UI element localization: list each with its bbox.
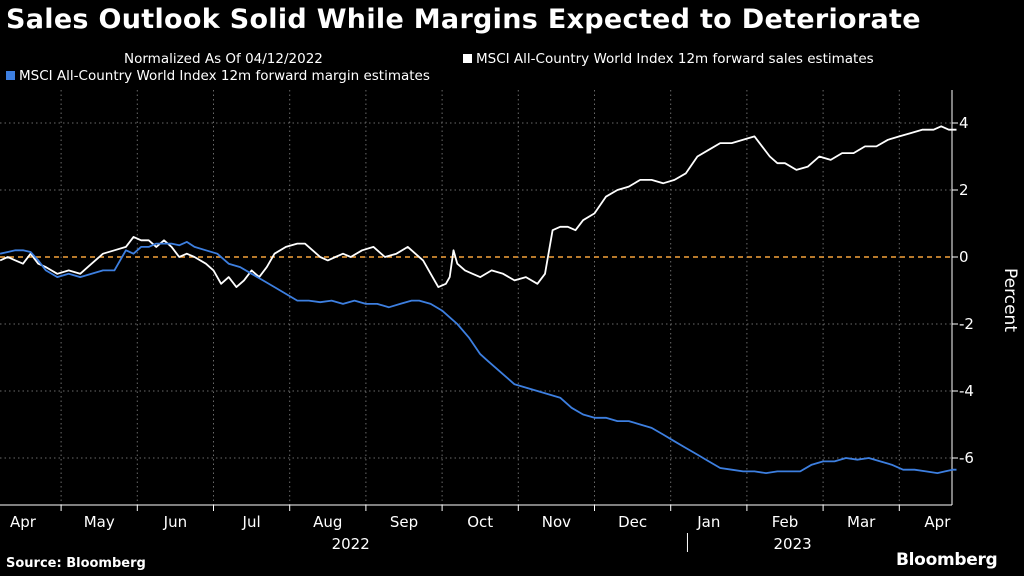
y-axis-title: Percent [1000, 268, 1020, 332]
y-tick-label: -2 [959, 315, 974, 333]
x-tick-label: Dec [618, 513, 647, 531]
legend-sales-label: MSCI All-Country World Index 12m forward… [476, 51, 874, 67]
y-tick-label: 0 [959, 248, 969, 266]
y-tick-label: 4 [959, 114, 969, 132]
legend-normalized-note: Normalized As Of 04/12/2022 [124, 51, 323, 67]
x-tick-label: Jan [696, 513, 720, 531]
legend-margin-label: MSCI All-Country World Index 12m forward… [19, 68, 430, 84]
x-tick-label: Jun [163, 513, 187, 531]
x-tick-label: Apr [924, 513, 951, 531]
x-tick-label: Jul [242, 513, 261, 531]
bloomberg-logo: Bloomberg [896, 550, 998, 570]
x-tick-label: Aug [313, 513, 342, 531]
legend-margin-swatch [6, 71, 15, 80]
legend-sales-swatch [463, 54, 472, 63]
x-tick-label: Oct [467, 513, 493, 531]
x-tick-label: Nov [542, 513, 571, 531]
series-line-sales [0, 125, 957, 289]
series-line-margin [0, 240, 957, 475]
x-tick-label: Apr [10, 513, 37, 531]
year-label: 2023 [774, 535, 812, 553]
legend-margin: MSCI All-Country World Index 12m forward… [6, 68, 430, 84]
x-tick-label: Mar [847, 513, 876, 531]
x-tick-label: Sep [390, 513, 418, 531]
x-tick-label: May [84, 513, 115, 531]
source-note: Source: Bloomberg [6, 556, 146, 571]
y-tick-label: -4 [959, 382, 974, 400]
y-tick-label: 2 [959, 181, 969, 199]
y-tick-label: -6 [959, 449, 974, 467]
chart-title: Sales Outlook Solid While Margins Expect… [6, 4, 921, 35]
legend-sales: MSCI All-Country World Index 12m forward… [463, 51, 874, 67]
year-label: 2022 [332, 535, 370, 553]
x-tick-label: Feb [772, 513, 799, 531]
